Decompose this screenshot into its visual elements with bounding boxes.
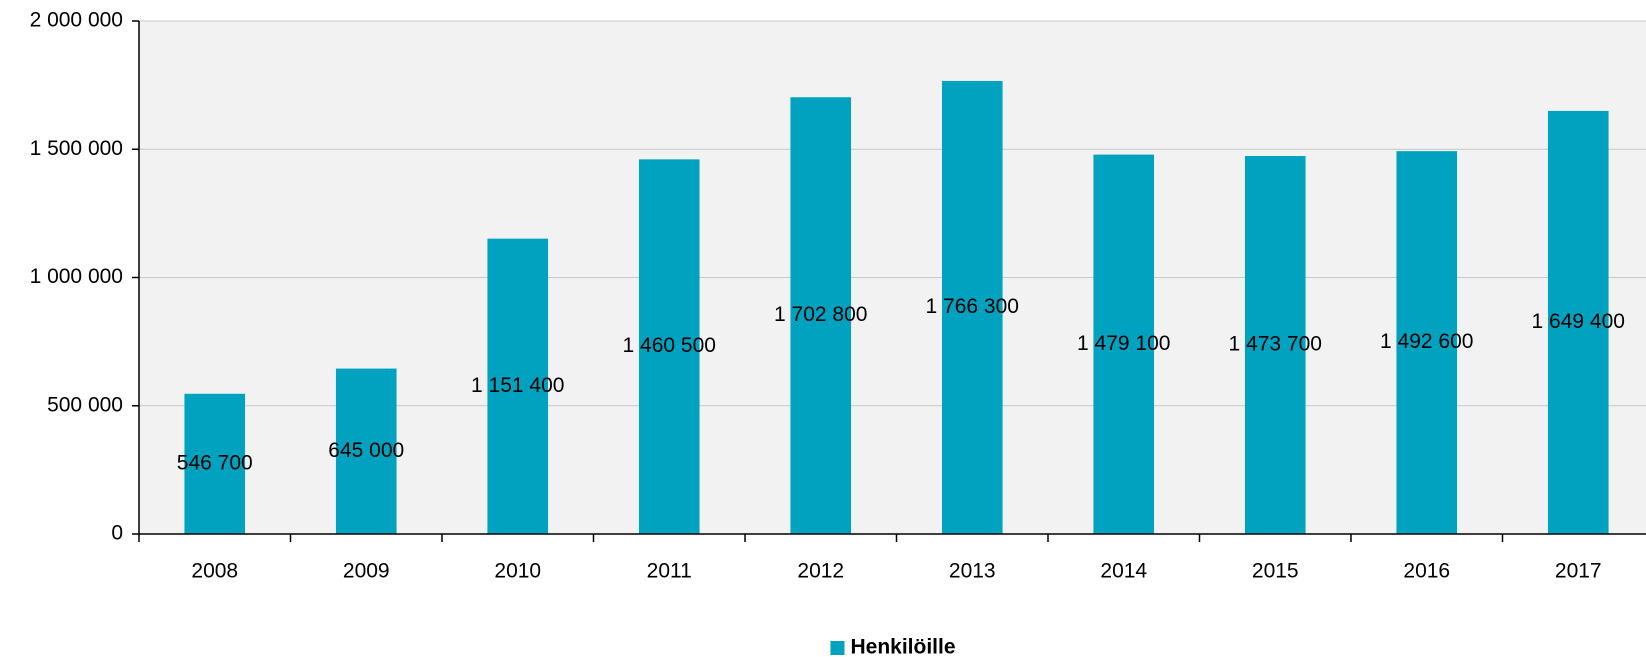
data-label: 1 649 400 bbox=[1532, 310, 1625, 333]
data-label: 645 000 bbox=[328, 439, 404, 462]
data-label: 1 460 500 bbox=[623, 334, 716, 357]
x-tick-label: 2015 bbox=[1252, 560, 1299, 583]
data-label: 1 702 800 bbox=[774, 303, 867, 326]
x-tick-label: 2011 bbox=[647, 560, 692, 583]
bar bbox=[1547, 110, 1609, 535]
x-tick-label: 2010 bbox=[494, 560, 541, 583]
bar bbox=[1244, 155, 1306, 534]
bar bbox=[638, 159, 700, 534]
data-label: 1 151 400 bbox=[471, 374, 564, 397]
bar bbox=[941, 80, 1003, 534]
y-tick-label: 1 000 000 bbox=[30, 265, 123, 288]
bar bbox=[335, 368, 397, 534]
legend-text: Henkilöille bbox=[850, 636, 955, 657]
y-tick-label: 2 000 000 bbox=[30, 9, 123, 32]
data-label: 1 473 700 bbox=[1229, 333, 1322, 356]
x-tick-label: 2017 bbox=[1555, 560, 1602, 583]
x-tick-label: 2014 bbox=[1100, 560, 1147, 583]
x-tick-label: 2013 bbox=[949, 560, 996, 583]
x-tick-label: 2009 bbox=[343, 560, 390, 583]
legend-swatch bbox=[830, 641, 845, 655]
data-label: 1 492 600 bbox=[1380, 330, 1473, 353]
y-tick-label: 0 bbox=[111, 522, 123, 545]
x-tick-label: 2016 bbox=[1403, 560, 1450, 583]
bar bbox=[184, 393, 246, 534]
y-tick-label: 1 500 000 bbox=[30, 137, 123, 160]
bar bbox=[487, 238, 549, 534]
y-tick-label: 500 000 bbox=[47, 393, 123, 416]
data-label: 1 766 300 bbox=[926, 295, 1019, 318]
data-label: 546 700 bbox=[177, 451, 253, 474]
data-label: 1 479 100 bbox=[1077, 332, 1170, 355]
x-tick-label: 2012 bbox=[797, 560, 844, 583]
x-tick-label: 2008 bbox=[191, 560, 238, 583]
bar bbox=[1093, 154, 1155, 535]
bar bbox=[790, 97, 852, 534]
bar bbox=[1396, 151, 1458, 534]
